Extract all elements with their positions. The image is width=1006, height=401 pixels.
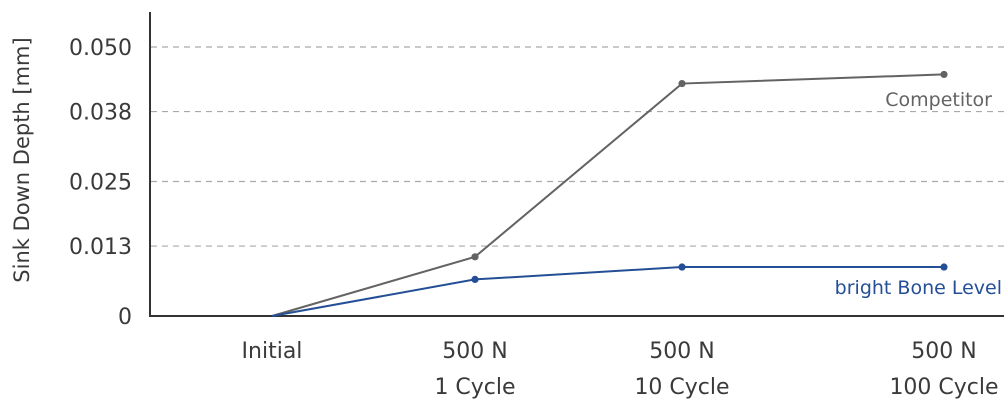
series-bright-bone-level: bright Bone Level	[271, 263, 1002, 317]
x-tick-label: 1 Cycle	[434, 375, 515, 400]
data-point	[940, 263, 948, 271]
data-point	[678, 79, 686, 88]
y-tick-labels: 0 0.013 0.025 0.038 0.050	[69, 36, 132, 330]
data-point	[471, 253, 479, 261]
series: Competitor bright Bone Level	[271, 70, 1002, 317]
y-axis-title: Sink Down Depth [mm]	[10, 37, 34, 282]
axes	[149, 12, 1004, 317]
data-point	[940, 70, 948, 79]
data-point	[678, 263, 686, 271]
series-line	[271, 266, 944, 317]
series-label: Competitor	[885, 89, 992, 111]
y-tick-label: 0	[118, 305, 132, 330]
y-tick-label: 0.050	[69, 36, 132, 61]
y-tick-label: 0.025	[69, 170, 132, 195]
data-point	[471, 275, 479, 284]
x-tick-label: 100 Cycle	[889, 375, 998, 400]
series-competitor: Competitor	[271, 70, 992, 317]
y-tick-label: 0.038	[69, 101, 132, 126]
x-tick-labels: Initial 500 N 1 Cycle 500 N 10 Cycle 500 N 100…	[242, 339, 999, 400]
x-tick-label: 500 N	[911, 339, 976, 364]
series-label: bright Bone Level	[835, 277, 1002, 299]
x-tick-label: Initial	[242, 339, 303, 364]
x-tick-label: 10 Cycle	[634, 375, 729, 400]
x-tick-label: 500 N	[649, 339, 714, 364]
y-tick-label: 0.013	[69, 235, 132, 260]
series-line	[271, 73, 945, 317]
x-tick-label: 500 N	[442, 339, 507, 364]
